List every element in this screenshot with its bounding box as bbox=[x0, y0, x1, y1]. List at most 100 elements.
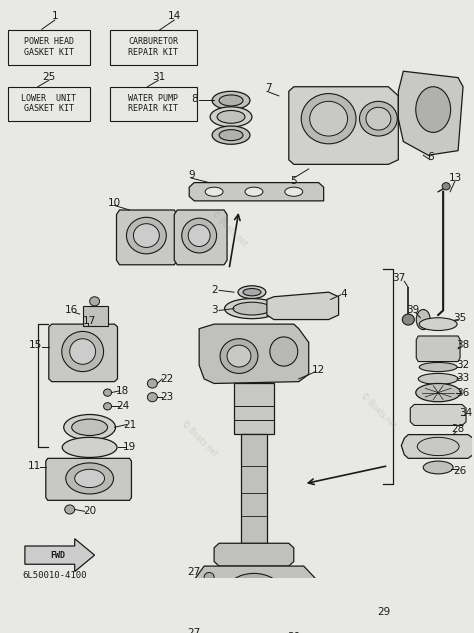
Circle shape bbox=[147, 392, 157, 402]
Text: 7: 7 bbox=[265, 83, 272, 92]
Text: 3: 3 bbox=[211, 306, 218, 315]
Text: 4: 4 bbox=[340, 289, 347, 299]
Bar bbox=[8, 30, 90, 65]
Text: 38: 38 bbox=[456, 340, 470, 350]
Text: 16: 16 bbox=[65, 306, 78, 315]
Text: 18: 18 bbox=[116, 385, 129, 396]
Text: 12: 12 bbox=[312, 365, 325, 375]
Ellipse shape bbox=[205, 187, 223, 196]
Text: 31: 31 bbox=[152, 72, 165, 82]
Polygon shape bbox=[401, 435, 474, 458]
Ellipse shape bbox=[220, 339, 258, 373]
Text: 11: 11 bbox=[28, 461, 42, 471]
Ellipse shape bbox=[285, 187, 303, 196]
Polygon shape bbox=[174, 210, 227, 265]
Text: 22: 22 bbox=[161, 374, 174, 384]
Circle shape bbox=[348, 607, 358, 617]
Text: 37: 37 bbox=[392, 273, 405, 284]
Text: © Boats.net: © Boats.net bbox=[359, 391, 398, 430]
Text: WATER PUMP: WATER PUMP bbox=[128, 94, 178, 103]
Circle shape bbox=[103, 389, 111, 396]
Bar bbox=[8, 87, 90, 122]
Text: 6L50010-4100: 6L50010-4100 bbox=[23, 571, 87, 580]
Text: 23: 23 bbox=[161, 392, 174, 402]
Text: 6: 6 bbox=[427, 152, 434, 162]
Ellipse shape bbox=[227, 345, 251, 367]
Text: 35: 35 bbox=[454, 313, 467, 323]
Polygon shape bbox=[267, 292, 338, 320]
Ellipse shape bbox=[418, 373, 458, 384]
Text: 14: 14 bbox=[168, 11, 181, 22]
Ellipse shape bbox=[62, 437, 117, 458]
Text: 26: 26 bbox=[454, 466, 467, 476]
Ellipse shape bbox=[134, 223, 159, 248]
Bar bbox=[82, 306, 108, 326]
Text: GASKET KIT: GASKET KIT bbox=[24, 47, 74, 56]
Ellipse shape bbox=[416, 384, 461, 402]
Ellipse shape bbox=[127, 217, 166, 254]
Ellipse shape bbox=[225, 299, 279, 318]
Text: REPAIR KIT: REPAIR KIT bbox=[128, 104, 178, 113]
Text: 28: 28 bbox=[451, 424, 465, 434]
Ellipse shape bbox=[243, 289, 261, 296]
Ellipse shape bbox=[319, 590, 337, 606]
Text: 21: 21 bbox=[123, 420, 136, 430]
Bar bbox=[109, 87, 197, 122]
Ellipse shape bbox=[419, 318, 457, 330]
Text: 25: 25 bbox=[42, 72, 55, 82]
Polygon shape bbox=[199, 324, 309, 384]
Text: 27: 27 bbox=[188, 567, 201, 577]
Text: 10: 10 bbox=[108, 197, 121, 208]
Text: 33: 33 bbox=[456, 373, 470, 383]
Ellipse shape bbox=[238, 285, 266, 299]
Text: 39: 39 bbox=[407, 306, 420, 315]
Polygon shape bbox=[25, 539, 95, 572]
Text: FWD: FWD bbox=[50, 551, 65, 560]
Ellipse shape bbox=[301, 94, 356, 144]
Ellipse shape bbox=[359, 101, 397, 136]
Text: 17: 17 bbox=[83, 316, 96, 327]
Ellipse shape bbox=[75, 469, 105, 487]
Ellipse shape bbox=[210, 107, 252, 127]
Ellipse shape bbox=[72, 419, 108, 436]
Bar bbox=[109, 30, 197, 65]
Text: 5: 5 bbox=[291, 176, 297, 185]
Ellipse shape bbox=[313, 586, 345, 611]
Ellipse shape bbox=[416, 310, 430, 330]
Ellipse shape bbox=[416, 87, 451, 132]
Ellipse shape bbox=[66, 463, 114, 494]
Polygon shape bbox=[416, 336, 460, 361]
Circle shape bbox=[65, 505, 75, 514]
Text: 2: 2 bbox=[211, 285, 218, 296]
Ellipse shape bbox=[366, 107, 391, 130]
Text: 13: 13 bbox=[448, 173, 462, 183]
Ellipse shape bbox=[219, 130, 243, 141]
Ellipse shape bbox=[212, 91, 250, 110]
Ellipse shape bbox=[182, 218, 217, 253]
Text: 20: 20 bbox=[83, 506, 96, 517]
Ellipse shape bbox=[417, 437, 459, 456]
Bar bbox=[241, 434, 267, 543]
Polygon shape bbox=[46, 458, 131, 500]
Text: 24: 24 bbox=[116, 401, 129, 411]
Polygon shape bbox=[410, 404, 466, 425]
Circle shape bbox=[103, 403, 111, 410]
Text: 19: 19 bbox=[123, 442, 136, 453]
Ellipse shape bbox=[233, 302, 271, 315]
Text: © Boats.net: © Boats.net bbox=[210, 209, 249, 248]
Ellipse shape bbox=[62, 332, 103, 372]
Polygon shape bbox=[289, 87, 398, 165]
Ellipse shape bbox=[64, 415, 116, 440]
Text: REPAIR KIT: REPAIR KIT bbox=[128, 47, 178, 56]
Ellipse shape bbox=[188, 225, 210, 246]
Polygon shape bbox=[398, 72, 463, 155]
Text: 9: 9 bbox=[188, 170, 194, 180]
Circle shape bbox=[90, 297, 100, 306]
Ellipse shape bbox=[301, 579, 356, 617]
Circle shape bbox=[147, 379, 157, 388]
Polygon shape bbox=[117, 210, 177, 265]
Circle shape bbox=[204, 572, 214, 582]
Text: 29: 29 bbox=[377, 607, 390, 617]
Ellipse shape bbox=[423, 461, 453, 474]
Bar bbox=[234, 384, 274, 434]
